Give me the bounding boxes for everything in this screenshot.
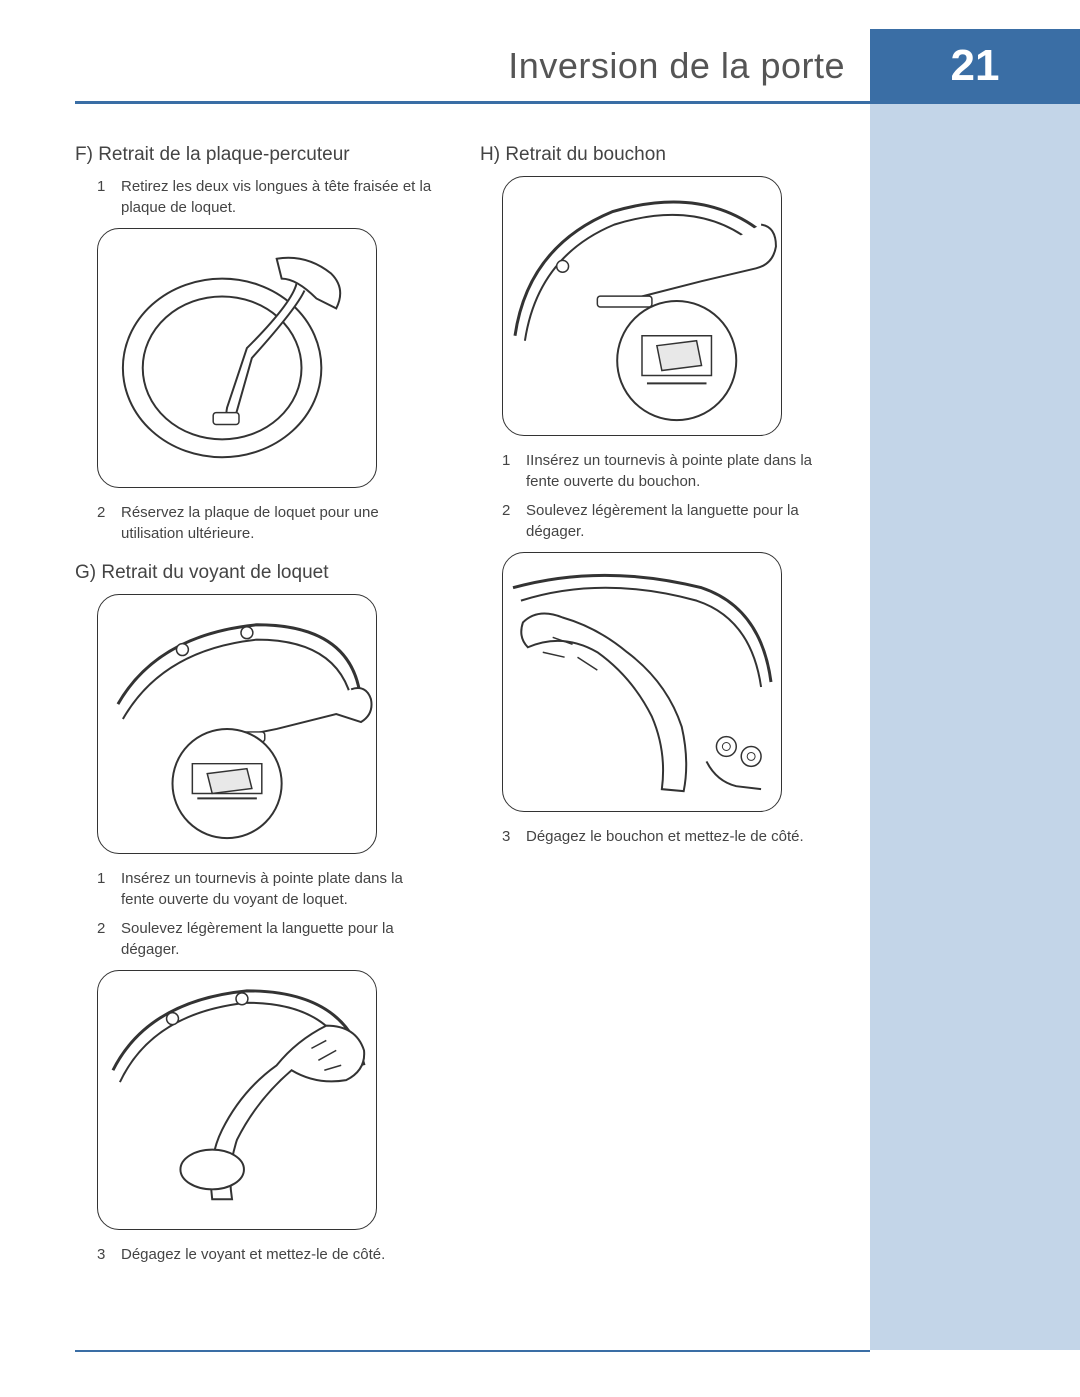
step-number: 3 [502, 826, 516, 847]
section-g-steps: 1 Insérez un tournevis à pointe plate da… [75, 868, 440, 960]
section-f-steps-2: 2 Réservez la plaque de loquet pour une … [75, 502, 440, 544]
list-item: 2 Réservez la plaque de loquet pour une … [97, 502, 440, 544]
diagram-icon [503, 177, 781, 435]
content-area: F) Retrait de la plaque-percuteur 1 Reti… [0, 104, 1080, 1273]
step-text: Soulevez légèrement la languette pour la… [526, 500, 845, 542]
figure-f [97, 228, 377, 488]
diagram-icon [503, 553, 781, 811]
section-g-steps-2: 3 Dégagez le voyant et mettez-le de côté… [75, 1244, 440, 1265]
footer-rule [75, 1350, 870, 1352]
section-f-steps: 1 Retirez les deux vis longues à tête fr… [75, 176, 440, 218]
right-column: H) Retrait du bouchon 1 IInsére [480, 144, 845, 1273]
list-item: 3 Dégagez le voyant et mettez-le de côté… [97, 1244, 440, 1265]
step-text: Dégagez le voyant et mettez-le de côté. [121, 1244, 385, 1265]
list-item: 1 IInsérez un tournevis à pointe plate d… [502, 450, 845, 492]
step-number: 1 [97, 868, 111, 910]
diagram-icon [98, 595, 376, 853]
step-text: Réservez la plaque de loquet pour une ut… [121, 502, 440, 544]
step-text: Insérez un tournevis à pointe plate dans… [121, 868, 440, 910]
figure-h2 [502, 552, 782, 812]
step-number: 2 [97, 918, 111, 960]
step-text: Retirez les deux vis longues à tête frai… [121, 176, 440, 218]
step-number: 3 [97, 1244, 111, 1265]
list-item: 3 Dégagez le bouchon et mettez-le de côt… [502, 826, 845, 847]
step-text: Dégagez le bouchon et mettez-le de côté. [526, 826, 804, 847]
section-f-heading: F) Retrait de la plaque-percuteur [75, 144, 440, 166]
step-number: 1 [502, 450, 516, 492]
section-h-heading: H) Retrait du bouchon [480, 144, 845, 166]
diagram-icon [98, 229, 376, 487]
figure-g1 [97, 594, 377, 854]
page-header: Inversion de la porte 21 [75, 30, 1080, 104]
section-g-heading: G) Retrait du voyant de loquet [75, 562, 440, 584]
page-number-box: 21 [870, 29, 1080, 103]
step-number: 2 [502, 500, 516, 542]
list-item: 1 Retirez les deux vis longues à tête fr… [97, 176, 440, 218]
manual-page: Inversion de la porte 21 F) Retrait de l… [0, 0, 1080, 1397]
step-number: 1 [97, 176, 111, 218]
step-text: Soulevez légèrement la languette pour la… [121, 918, 440, 960]
section-h-steps-2: 3 Dégagez le bouchon et mettez-le de côt… [480, 826, 845, 847]
list-item: 2 Soulevez légèrement la languette pour … [97, 918, 440, 960]
section-h-steps: 1 IInsérez un tournevis à pointe plate d… [480, 450, 845, 542]
left-column: F) Retrait de la plaque-percuteur 1 Reti… [75, 144, 440, 1273]
step-text: IInsérez un tournevis à pointe plate dan… [526, 450, 845, 492]
list-item: 1 Insérez un tournevis à pointe plate da… [97, 868, 440, 910]
figure-h1 [502, 176, 782, 436]
page-title: Inversion de la porte [508, 45, 845, 87]
figure-g2 [97, 970, 377, 1230]
step-number: 2 [97, 502, 111, 544]
page-number: 21 [951, 41, 1000, 91]
diagram-icon [98, 971, 376, 1229]
list-item: 2 Soulevez légèrement la languette pour … [502, 500, 845, 542]
